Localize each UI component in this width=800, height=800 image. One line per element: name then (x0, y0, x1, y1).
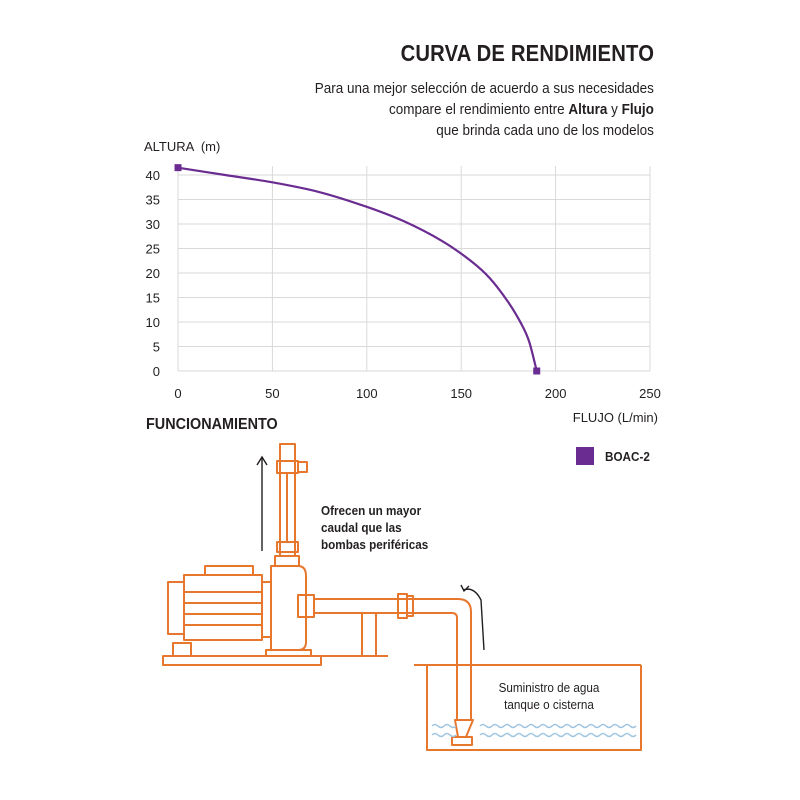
x-tick-label: 0 (174, 386, 181, 401)
y-tick-label: 40 (146, 168, 160, 183)
series-endpoint-marker (174, 164, 182, 172)
subtitle-line-2-text: compare el rendimiento entre (389, 101, 569, 118)
x-tick-label: 100 (356, 386, 378, 401)
x-tick-label: 150 (450, 386, 472, 401)
chart-subtitle: Para una mejor selección de acuerdo a su… (315, 78, 654, 141)
x-tick-label: 50 (265, 386, 279, 401)
x-tick-label: 200 (545, 386, 567, 401)
motor-icon (167, 565, 272, 641)
pump-foot-left (172, 642, 192, 657)
subtitle-line-2: compare el rendimiento entre Altura y Fl… (315, 99, 654, 120)
y-tick-label: 30 (146, 217, 160, 232)
chart-title: CURVA DE RENDIMIENTO (400, 40, 654, 66)
subtitle-bold-flujo: Flujo (621, 101, 654, 118)
legend-swatch (576, 447, 594, 465)
series-endpoint-marker (533, 367, 541, 375)
x-axis-label: FLUJO (L/min) (573, 410, 658, 425)
supply-caption-line-2: tanque o cisterna (504, 697, 594, 712)
y-tick-label: 0 (153, 364, 160, 379)
discharge-pipe-icon (276, 443, 308, 557)
legend-label: BOAC-2 (605, 448, 650, 464)
y-tick-label: 35 (146, 193, 160, 208)
section-title: FUNCIONAMIENTO (146, 416, 278, 433)
y-tick-label: 10 (146, 315, 160, 330)
subtitle-line-1: Para una mejor selección de acuerdo a su… (314, 80, 654, 97)
flow-arrow-curve-icon (460, 584, 485, 651)
water-wave (431, 732, 637, 738)
pump-illustration (162, 443, 642, 751)
flow-caption-line-3: bombas periféricas (321, 537, 429, 552)
supply-caption: Suministro de agua tanque o cisterna (482, 679, 617, 713)
pump-head-icon (270, 555, 315, 651)
flow-caption-line-1: Ofrecen un mayor (321, 503, 422, 518)
flow-arrow-up-icon (256, 455, 268, 551)
x-tick-label: 250 (639, 386, 661, 401)
y-tick-label: 20 (146, 266, 160, 281)
chart-series (174, 164, 541, 375)
flow-caption-line-2: caudal que las (321, 520, 402, 535)
suction-pipe-icon (314, 593, 474, 746)
tank-icon (426, 665, 642, 751)
chart-legend: BOAC-2 (576, 447, 655, 465)
y-tick-label: 25 (146, 242, 160, 257)
water-wave (431, 723, 637, 729)
subtitle-bold-altura: Altura (568, 101, 608, 118)
subtitle-line-3: que brinda cada uno de los modelos (436, 122, 654, 139)
water-icon (431, 723, 637, 738)
y-tick-label: 5 (153, 340, 160, 355)
chart-ticks: 0 5 10 15 20 25 30 35 40 0 50 100 150 200 250 (146, 168, 661, 401)
pump-base-icon (162, 655, 322, 666)
series-line (177, 166, 538, 372)
subtitle-line-2-and: y (607, 101, 622, 118)
chart-grid (177, 166, 651, 372)
y-tick-label: 15 (146, 291, 160, 306)
flow-caption: Ofrecen un mayor caudal que las bombas p… (321, 502, 428, 553)
y-axis-label: ALTURA (m) (144, 139, 220, 154)
supply-caption-line-1: Suministro de agua (498, 680, 600, 695)
